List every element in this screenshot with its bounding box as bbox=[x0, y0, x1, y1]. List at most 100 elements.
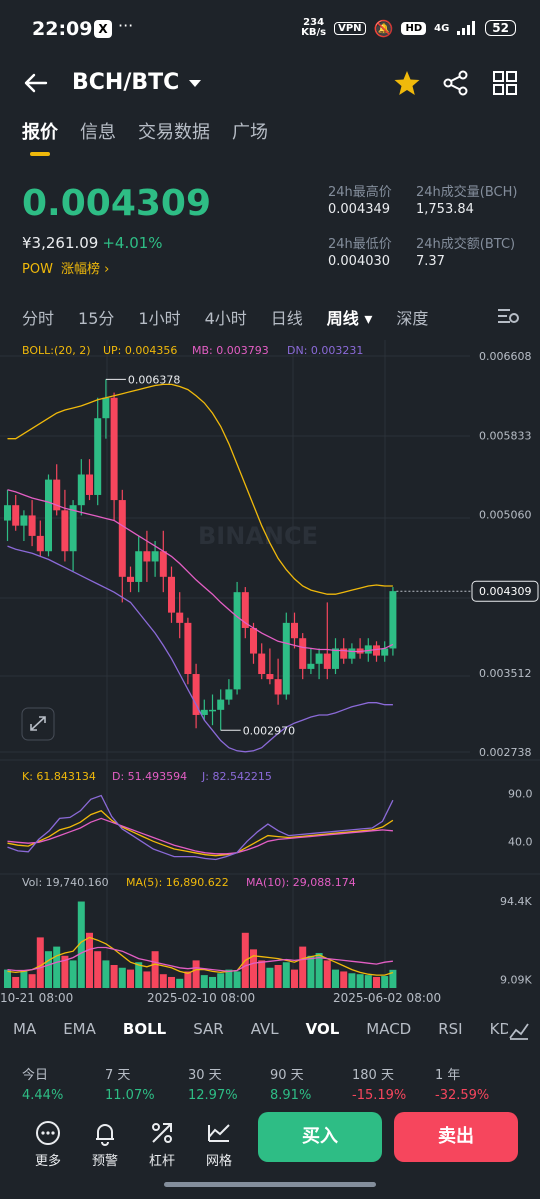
gainers-rank-link[interactable]: 涨幅榜 › bbox=[60, 262, 110, 277]
current-price-label: 0.004309 bbox=[479, 585, 532, 598]
indicator-settings-icon[interactable] bbox=[508, 1021, 530, 1041]
back-arrow-icon[interactable] bbox=[22, 72, 48, 94]
candle-body bbox=[20, 515, 28, 526]
volume-bar bbox=[12, 976, 20, 988]
volume-label: 24h成交量(BCH) bbox=[416, 185, 518, 200]
perf-value-today: 4.44% bbox=[22, 1088, 64, 1103]
candle-body bbox=[282, 622, 290, 695]
more-button[interactable]: 更多 bbox=[28, 1120, 68, 1169]
candle-body bbox=[307, 663, 315, 669]
candle-body bbox=[127, 576, 134, 582]
candle-body bbox=[53, 479, 61, 511]
volume-bar bbox=[53, 946, 61, 988]
tab-info[interactable]: 信息 bbox=[80, 122, 116, 143]
candle-body bbox=[94, 418, 102, 495]
indicator-ema[interactable]: EMA bbox=[63, 1020, 96, 1038]
sell-button[interactable]: 卖出 bbox=[394, 1112, 518, 1162]
interval-1h[interactable]: 1小时 bbox=[138, 309, 181, 328]
indicator-vol[interactable]: VOL bbox=[305, 1020, 340, 1038]
tab-quote[interactable]: 报价 bbox=[22, 118, 58, 156]
candle-body bbox=[364, 645, 372, 654]
volume-bar bbox=[348, 973, 356, 988]
interval-1w[interactable]: 周线 ▾ bbox=[326, 309, 373, 328]
boll-legend-dn: DN: 0.003231 bbox=[287, 344, 363, 357]
perf-label-90d: 90 天 bbox=[270, 1068, 304, 1083]
time-axis-label: 2025-02-10 08:00 bbox=[147, 991, 255, 1005]
hd-icon: HD bbox=[401, 21, 427, 35]
candle-body bbox=[184, 622, 192, 675]
indicator-avl[interactable]: AVL bbox=[250, 1020, 279, 1038]
volume-bar bbox=[94, 951, 102, 988]
kdj-axis-label: 40.0 bbox=[508, 835, 533, 848]
interval-15m[interactable]: 15分 bbox=[78, 309, 115, 328]
battery-icon: 52 bbox=[485, 20, 516, 36]
candle-body bbox=[159, 551, 167, 577]
leverage-button[interactable]: 杠杆 bbox=[142, 1120, 182, 1169]
volume-bar bbox=[373, 976, 380, 988]
price-axis-label: 0.003512 bbox=[479, 667, 532, 680]
candle-body bbox=[266, 674, 274, 680]
volume-bar bbox=[364, 975, 372, 988]
price-axis-label: 0.006608 bbox=[479, 350, 532, 363]
volume-bar bbox=[258, 960, 266, 988]
interval-1d[interactable]: 日线 bbox=[270, 309, 303, 328]
candle-body bbox=[241, 592, 249, 628]
layout-grid-icon[interactable] bbox=[493, 71, 517, 95]
share-icon[interactable] bbox=[442, 70, 470, 96]
volume-bar bbox=[151, 951, 159, 988]
favorite-star-icon[interactable] bbox=[393, 70, 421, 96]
volume-bar bbox=[36, 937, 44, 988]
current-price-box bbox=[471, 580, 539, 602]
boll-dn-line bbox=[7, 545, 393, 753]
grid-button[interactable]: 网格 bbox=[199, 1120, 239, 1169]
alert-button[interactable]: 预警 bbox=[85, 1120, 125, 1169]
indicator-macd[interactable]: MACD bbox=[366, 1020, 412, 1038]
tab-square[interactable]: 广场 bbox=[232, 122, 268, 143]
interval-depth[interactable]: 深度 bbox=[396, 309, 429, 328]
volume-bar bbox=[274, 965, 282, 988]
candle-body bbox=[250, 627, 257, 654]
bell-icon bbox=[96, 1124, 114, 1146]
volume-axis-label: 94.4K bbox=[500, 895, 532, 908]
home-indicator[interactable] bbox=[164, 1182, 376, 1187]
expand-icon bbox=[30, 716, 46, 731]
candle-body bbox=[110, 397, 118, 501]
candle-body bbox=[36, 535, 44, 552]
volume-bar bbox=[184, 971, 192, 988]
boll-up-line bbox=[7, 383, 393, 595]
boll-mb-line bbox=[7, 489, 394, 653]
volume-bar bbox=[69, 960, 77, 988]
candle-body bbox=[143, 551, 151, 562]
volume-bar bbox=[20, 971, 28, 988]
pair-dropdown-icon[interactable] bbox=[188, 78, 202, 88]
volume-bar bbox=[168, 976, 175, 988]
pow-tag[interactable]: POW bbox=[22, 262, 53, 277]
tab-trading-data[interactable]: 交易数据 bbox=[138, 122, 210, 143]
interval-time[interactable]: 分时 bbox=[22, 309, 55, 328]
price-change: +4.01% bbox=[102, 234, 163, 252]
indicator-boll[interactable]: BOLL bbox=[122, 1020, 167, 1038]
candle-body bbox=[102, 397, 110, 419]
kline-chart[interactable]: BINANCE BOLL:(20, 2) UP: 0.004356 MB: 0.… bbox=[0, 340, 540, 1010]
chart-settings-icon[interactable] bbox=[496, 306, 520, 326]
candle-body bbox=[323, 653, 331, 669]
more-notifications: ··· bbox=[118, 16, 134, 35]
perf-label-7d: 7 天 bbox=[105, 1068, 131, 1083]
candle-body bbox=[291, 622, 298, 639]
volume-bar bbox=[323, 960, 331, 988]
volume-bar bbox=[143, 971, 151, 988]
volume-bar bbox=[381, 976, 389, 988]
pair-title[interactable]: BCH/BTC bbox=[72, 70, 180, 95]
main-tabs: 报价 信息 交易数据 广场 bbox=[22, 118, 268, 156]
candle-body bbox=[77, 474, 85, 506]
more-dots-icon bbox=[36, 1121, 60, 1145]
indicator-rsi[interactable]: RSI bbox=[438, 1020, 463, 1038]
indicator-sar[interactable]: SAR bbox=[193, 1020, 224, 1038]
volume-bar bbox=[28, 974, 36, 988]
buy-button[interactable]: 买入 bbox=[258, 1112, 382, 1162]
indicator-ma[interactable]: MA bbox=[13, 1020, 37, 1038]
interval-4h[interactable]: 4小时 bbox=[204, 309, 247, 328]
vol-legend-ma5: MA(5): 16,890.622 bbox=[126, 876, 229, 889]
low-label: 24h最低价 bbox=[328, 237, 392, 252]
price-cny: ¥3,261.09 +4.01% bbox=[22, 234, 163, 252]
